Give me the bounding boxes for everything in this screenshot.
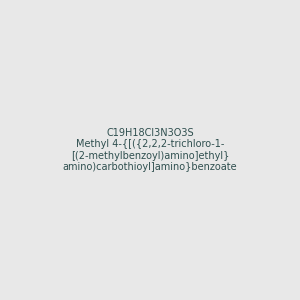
Text: C19H18Cl3N3O3S
Methyl 4-{[({2,2,2-trichloro-1-
[(2-methylbenzoyl)amino]ethyl}
am: C19H18Cl3N3O3S Methyl 4-{[({2,2,2-trichl… [63,128,237,172]
